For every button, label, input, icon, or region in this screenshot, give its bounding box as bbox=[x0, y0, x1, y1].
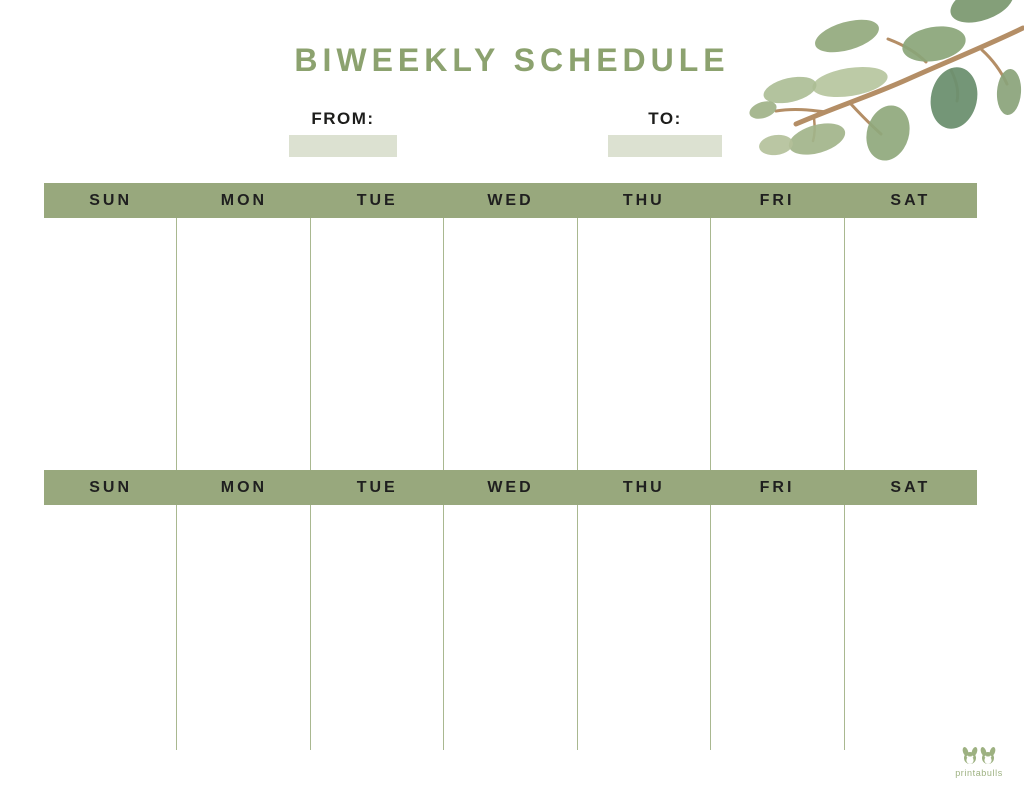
week1-day-header-mon: MON bbox=[220, 191, 268, 209]
week1-day-header-sun: SUN bbox=[89, 191, 133, 209]
from-label: FROM: bbox=[311, 109, 375, 128]
week2-cell-fri[interactable] bbox=[711, 505, 845, 750]
week2-day-header-wed: WED bbox=[487, 478, 534, 496]
week1-cell-sat[interactable] bbox=[845, 218, 977, 470]
logo-text: printabulls bbox=[955, 768, 1003, 778]
week2-cell-sat[interactable] bbox=[845, 505, 977, 750]
week2-cell-tue[interactable] bbox=[311, 505, 445, 750]
week2-day-header-fri: FRI bbox=[759, 478, 795, 496]
week2-cell-mon[interactable] bbox=[177, 505, 311, 750]
week1-day-header-thu: THU bbox=[622, 191, 665, 209]
week1-cell-mon[interactable] bbox=[177, 218, 311, 470]
week1-day-header-wed: WED bbox=[487, 191, 534, 209]
to-date-group: TO: bbox=[608, 109, 722, 157]
to-date-input[interactable] bbox=[608, 135, 722, 157]
page-title: BIWEEKLY SCHEDULE bbox=[294, 42, 730, 78]
from-date-group: FROM: bbox=[289, 109, 397, 157]
week2-day-header-mon: MON bbox=[220, 478, 268, 496]
week1-day-header-fri: FRI bbox=[759, 191, 795, 209]
week1-day-header-sat: SAT bbox=[890, 191, 931, 209]
week2-day-header-sat: SAT bbox=[890, 478, 931, 496]
to-label: TO: bbox=[648, 109, 682, 128]
week2-day-header-thu: THU bbox=[622, 478, 665, 496]
week1-cell-thu[interactable] bbox=[578, 218, 712, 470]
week1-cell-sun[interactable] bbox=[44, 218, 178, 470]
week-1-grid bbox=[44, 218, 977, 470]
week1-cell-fri[interactable] bbox=[711, 218, 845, 470]
week2-cell-thu[interactable] bbox=[578, 505, 712, 750]
week1-cell-tue[interactable] bbox=[311, 218, 445, 470]
printabulls-logo: printabulls bbox=[948, 746, 1010, 778]
from-date-input[interactable] bbox=[289, 135, 397, 157]
eucalyptus-branch-icon bbox=[749, 0, 1024, 161]
week2-cell-wed[interactable] bbox=[444, 505, 578, 750]
bulldogs-icon bbox=[962, 747, 996, 764]
week2-cell-sun[interactable] bbox=[44, 505, 178, 750]
week1-day-header-tue: TUE bbox=[356, 191, 398, 209]
week2-day-header-tue: TUE bbox=[356, 478, 398, 496]
week-1-header-bar: SUN MON TUE WED THU FRI SAT bbox=[44, 183, 977, 218]
week2-day-header-sun: SUN bbox=[89, 478, 133, 496]
week-2-grid bbox=[44, 505, 977, 750]
week-2-header-bar: SUN MON TUE WED THU FRI SAT bbox=[44, 470, 977, 505]
week1-cell-wed[interactable] bbox=[444, 218, 578, 470]
